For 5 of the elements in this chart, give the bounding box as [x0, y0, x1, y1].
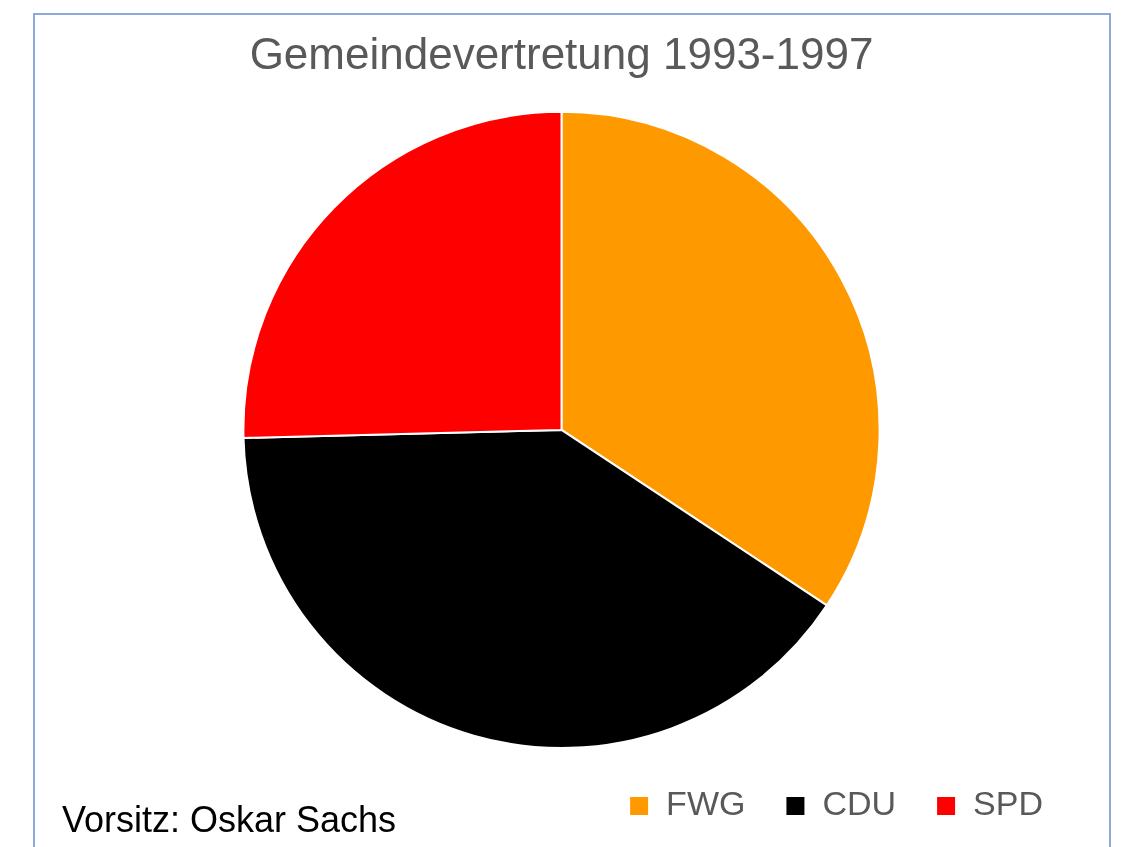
- chart-title: Gemeindevertretung 1993-1997: [249, 28, 874, 78]
- legend-label: FWG: [666, 784, 746, 823]
- legend-label: SPD: [973, 784, 1044, 823]
- text: Vorsitz: Oskar Sachs: [62, 799, 397, 840]
- legend-label: CDU: [822, 784, 897, 823]
